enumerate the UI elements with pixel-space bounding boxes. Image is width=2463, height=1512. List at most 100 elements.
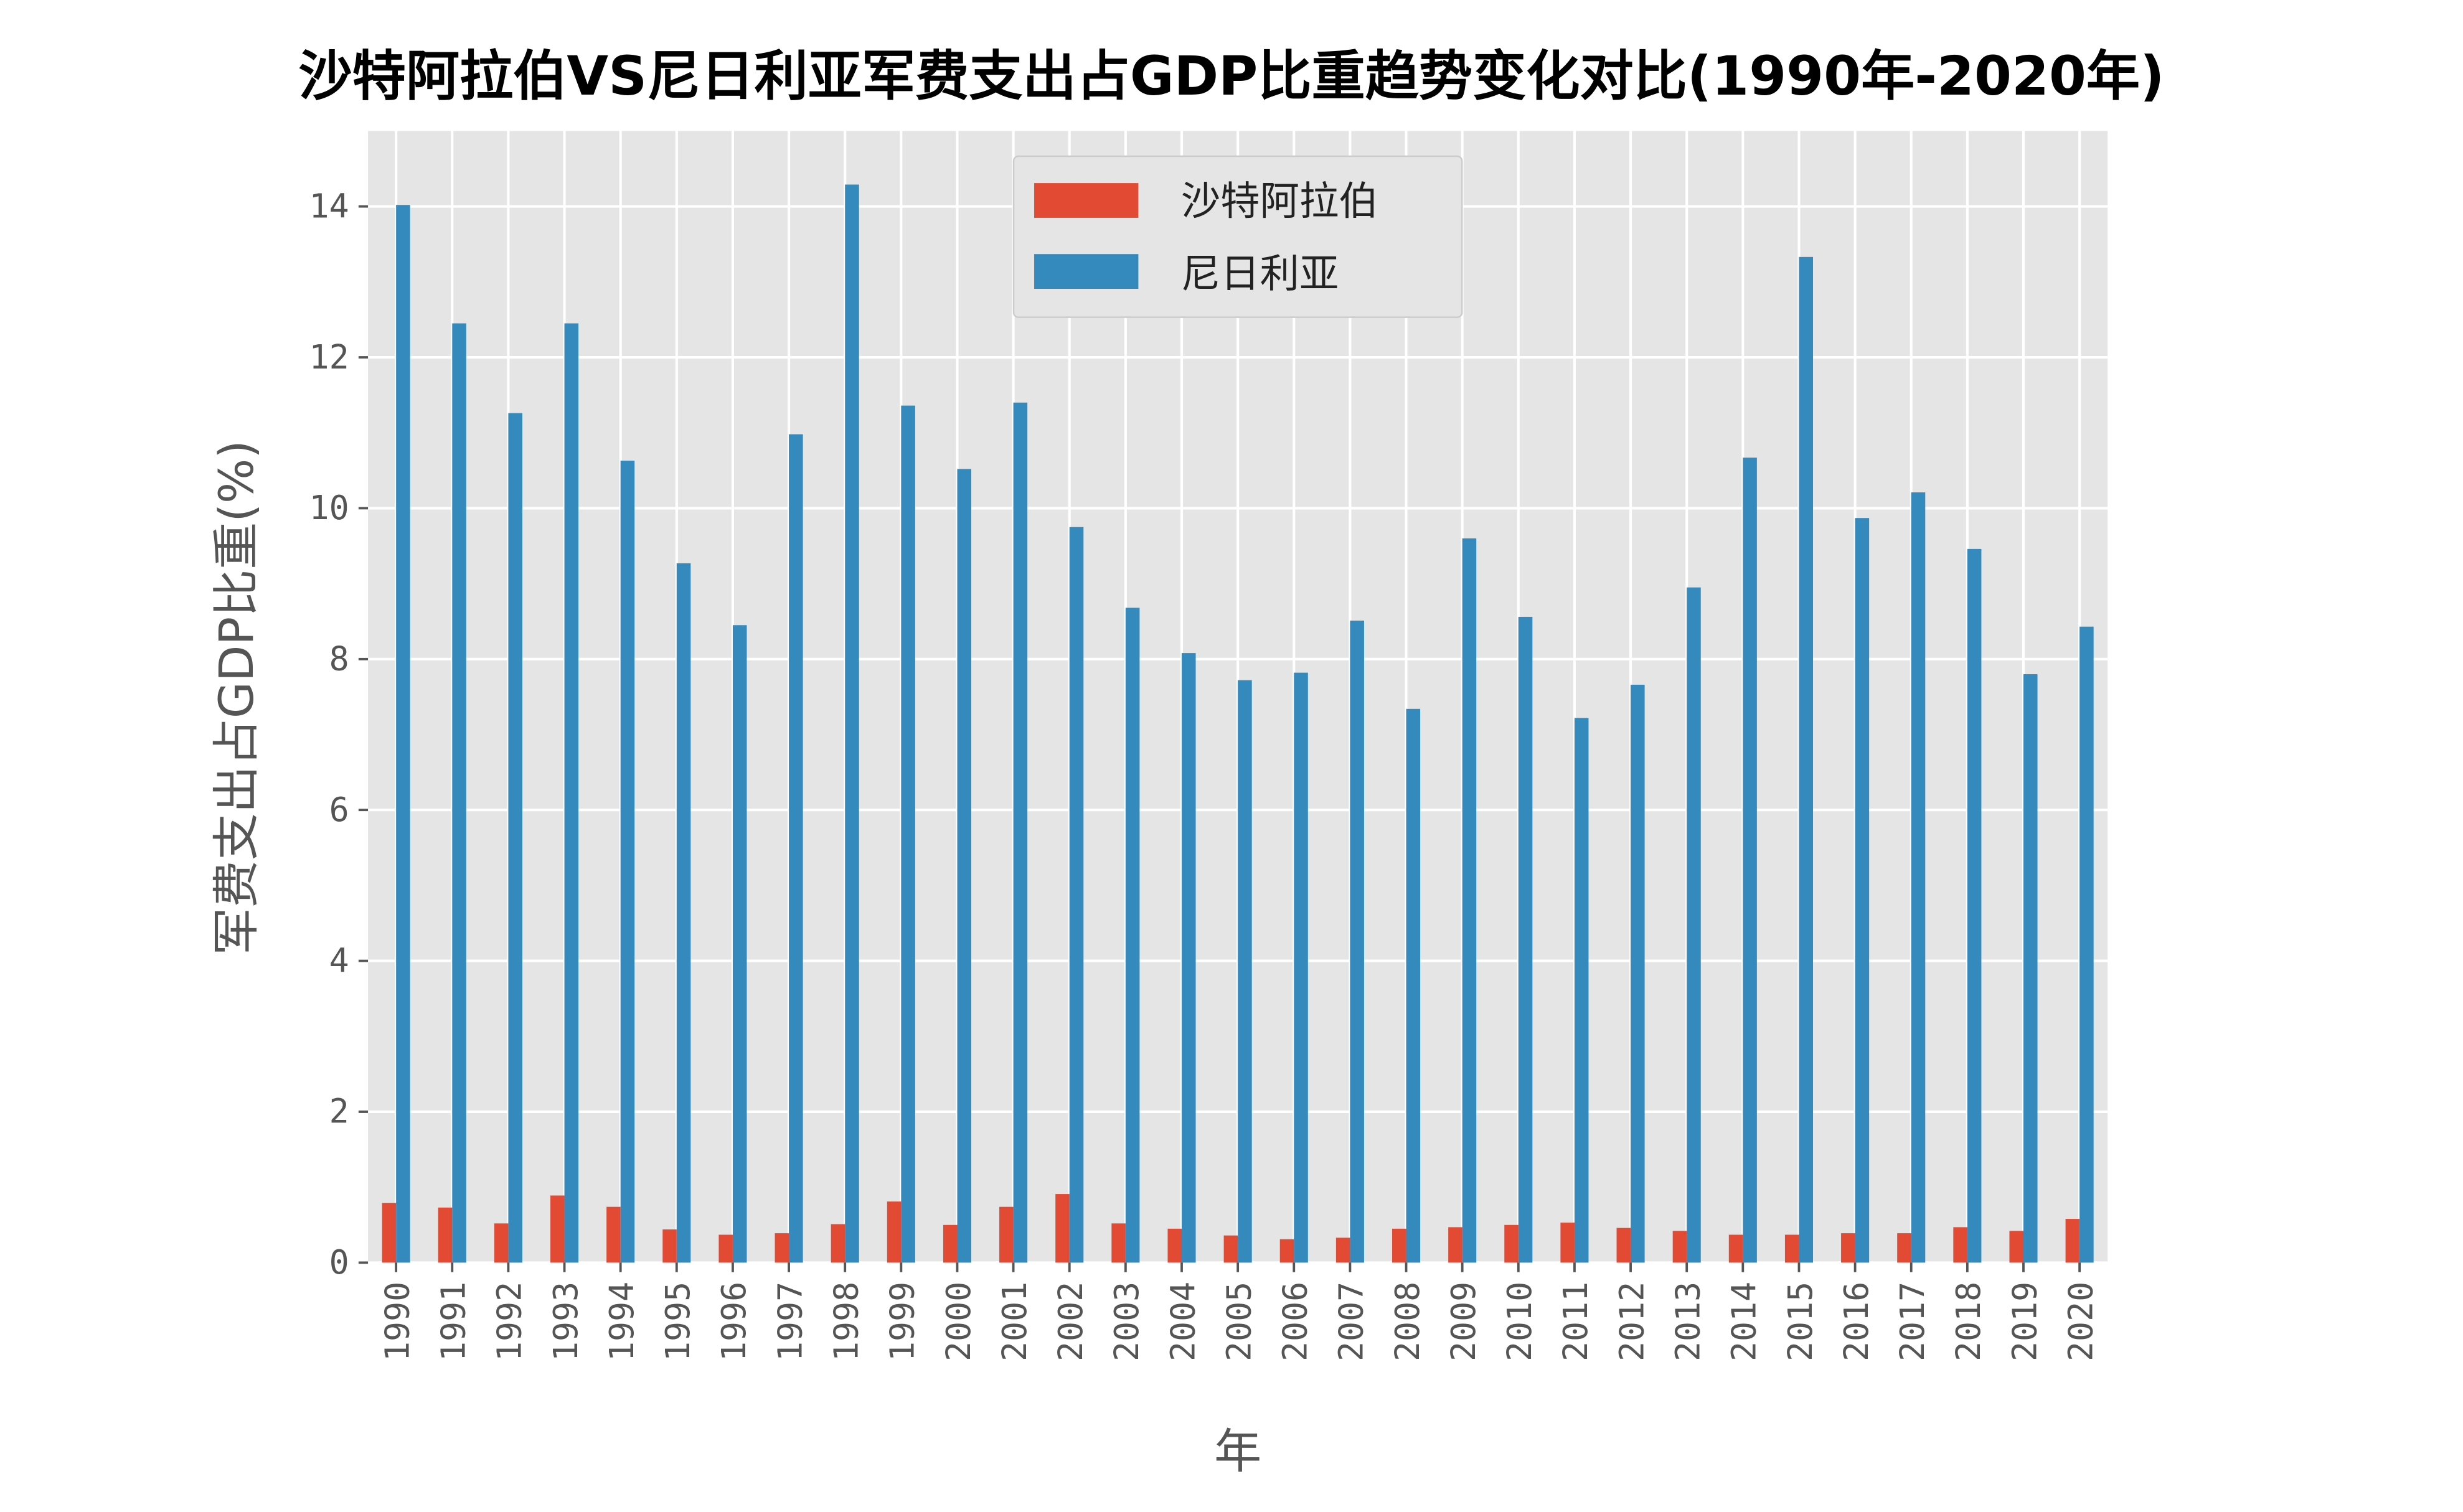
bar-saudi-2019 [2009,1231,2023,1263]
bar-nigeria-2009 [1462,538,1477,1263]
legend-swatch-saudi [1034,183,1139,218]
legend-label-saudi: 沙特阿拉伯 [1181,178,1378,224]
bar-saudi-2007 [1335,1237,1350,1263]
y-tick-label: 2 [329,1092,349,1131]
bar-nigeria-2002 [1069,527,1084,1263]
bar-saudi-2006 [1279,1239,1294,1263]
x-tick-label: 1992 [491,1282,529,1361]
bar-saudi-2000 [943,1224,958,1263]
bar-saudi-2014 [1728,1234,1743,1263]
bar-nigeria-1991 [452,323,466,1263]
legend: 沙特阿拉伯 尼日利亚 [1012,155,1463,318]
bar-saudi-2010 [1504,1224,1519,1263]
bar-nigeria-1996 [732,625,747,1263]
bar-nigeria-2016 [1855,518,1870,1263]
x-tick-label: 2010 [1500,1282,1539,1361]
bar-saudi-2012 [1616,1228,1631,1263]
y-axis-label: 军费支出占GDP比重(%) [209,440,264,955]
bar-nigeria-2018 [1967,548,1982,1263]
bar-nigeria-2019 [2023,674,2038,1263]
bar-saudi-1995 [662,1229,677,1263]
bar-nigeria-2017 [1911,492,1926,1263]
bar-nigeria-1990 [396,205,410,1263]
bar-nigeria-1993 [564,323,579,1263]
bar-saudi-2001 [999,1206,1014,1263]
x-tick-label: 2000 [940,1282,978,1361]
bar-nigeria-2015 [1799,256,1814,1263]
x-tick-label: 1990 [378,1282,417,1361]
x-tick-label: 2016 [1837,1282,1876,1361]
x-tick-label: 2018 [1949,1282,1988,1361]
x-tick-label: 2005 [1220,1282,1258,1361]
bar-saudi-2017 [1897,1233,1911,1263]
bar-saudi-2011 [1560,1223,1575,1263]
bar-nigeria-1994 [620,461,635,1263]
bar-saudi-2013 [1672,1231,1687,1263]
bar-nigeria-1999 [901,405,915,1263]
bar-nigeria-2005 [1238,680,1252,1263]
bar-saudi-1997 [775,1233,789,1263]
bar-saudi-1996 [718,1234,733,1263]
x-tick-label: 1997 [771,1282,809,1361]
bar-saudi-2004 [1167,1228,1182,1263]
bar-saudi-2005 [1223,1235,1238,1263]
x-axis-ticks: 1990 1991 1992 1993 1994 1995 1996 1997 1998 1999… [378,1262,2100,1361]
x-tick-label: 2006 [1276,1282,1315,1361]
y-tick-label: 6 [329,791,349,829]
x-tick-label: 2004 [1164,1282,1202,1361]
x-tick-label: 2015 [1781,1282,1820,1361]
bar-saudi-2016 [1841,1233,1855,1263]
x-tick-label: 2007 [1332,1282,1371,1361]
y-tick-label: 12 [309,338,349,377]
y-axis-ticks: 0 2 4 6 8 10 12 14 [309,187,369,1282]
x-tick-label: 1994 [603,1282,641,1361]
bar-saudi-2003 [1111,1223,1126,1263]
bar-saudi-2008 [1392,1228,1406,1263]
x-tick-label: 1998 [827,1282,865,1361]
y-tick-label: 0 [329,1243,349,1282]
bar-nigeria-2010 [1518,616,1533,1263]
x-tick-label: 2002 [1052,1282,1090,1361]
bar-nigeria-2013 [1687,587,1701,1263]
y-tick-label: 10 [309,489,349,527]
legend-swatch-nigeria [1034,254,1139,289]
bar-saudi-1991 [438,1207,453,1263]
legend-label-nigeria: 尼日利亚 [1181,250,1339,296]
x-tick-label: 1999 [883,1282,922,1361]
bar-nigeria-2001 [1013,402,1028,1263]
x-tick-label: 1996 [715,1282,753,1361]
bar-saudi-2018 [1953,1227,1967,1263]
x-tick-label: 2013 [1669,1282,1707,1361]
x-tick-label: 2001 [996,1282,1034,1361]
x-tick-label: 2011 [1556,1282,1595,1361]
x-tick-label: 1993 [547,1282,585,1361]
x-tick-label: 2009 [1444,1282,1483,1361]
bar-saudi-2020 [2065,1219,2080,1263]
bar-saudi-1990 [382,1203,397,1263]
bar-nigeria-2007 [1350,621,1364,1263]
x-tick-label: 2012 [1613,1282,1651,1361]
x-tick-label: 2017 [1893,1282,1932,1361]
bar-nigeria-2004 [1182,653,1196,1263]
bar-nigeria-2020 [2079,626,2094,1263]
x-tick-label: 2003 [1108,1282,1146,1361]
bar-saudi-2002 [1055,1194,1070,1263]
bar-nigeria-1998 [845,184,859,1263]
bar-nigeria-2008 [1406,708,1421,1263]
bar-nigeria-2006 [1294,672,1308,1263]
x-tick-label: 1995 [659,1282,697,1361]
x-tick-label: 1991 [435,1282,473,1361]
x-tick-label: 2014 [1725,1282,1764,1361]
y-tick-label: 14 [309,187,349,225]
bar-nigeria-2014 [1743,458,1757,1263]
bar-nigeria-2012 [1631,685,1645,1263]
x-tick-label: 2019 [2005,1282,2044,1361]
bars [382,184,2094,1263]
y-tick-label: 4 [329,941,349,980]
bar-nigeria-2011 [1574,718,1589,1263]
bar-saudi-1993 [550,1195,565,1263]
bar-saudi-1998 [831,1224,845,1263]
bar-saudi-1994 [606,1206,621,1263]
x-axis-label: 年 [1214,1424,1261,1479]
